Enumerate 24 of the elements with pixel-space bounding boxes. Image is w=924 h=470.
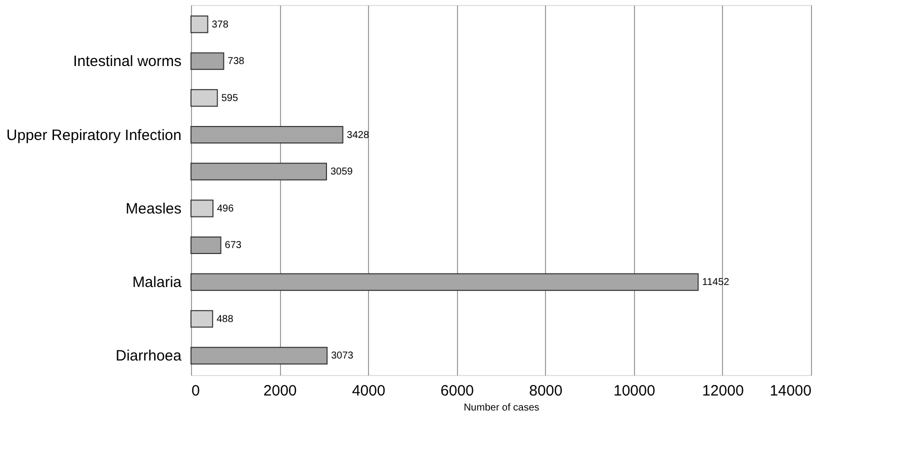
data-label: 11452 bbox=[702, 277, 730, 288]
y-tick-label: Measles bbox=[126, 200, 182, 218]
x-tick-label: 4000 bbox=[352, 382, 386, 400]
y-tick-label: Malaria bbox=[132, 274, 182, 292]
data-label: 738 bbox=[228, 56, 245, 68]
x-tick-label: 8000 bbox=[529, 382, 562, 400]
x-tick-label: 0 bbox=[192, 382, 200, 400]
x-tick-label: 10000 bbox=[614, 382, 656, 400]
data-label: 3059 bbox=[330, 166, 354, 178]
x-axis-title: Number of cases bbox=[464, 402, 540, 414]
data-label: 496 bbox=[216, 203, 234, 214]
x-tick-label: 6000 bbox=[440, 382, 474, 400]
data-label: 488 bbox=[216, 314, 234, 325]
data-label: 673 bbox=[224, 240, 242, 252]
x-tick-label: 14000 bbox=[770, 382, 812, 400]
x-tick-label: 2000 bbox=[263, 382, 297, 400]
data-label: 3073 bbox=[331, 350, 354, 362]
x-tick-label: 12000 bbox=[702, 382, 744, 400]
y-tick-label: Intestinal worms bbox=[73, 53, 182, 70]
data-label: 3428 bbox=[346, 130, 370, 141]
y-tick-label: Diarrhoea bbox=[116, 348, 182, 365]
data-label: 378 bbox=[212, 19, 229, 30]
y-tick-label: Upper Repiratory Infection bbox=[6, 126, 182, 144]
data-label: 595 bbox=[221, 92, 238, 104]
